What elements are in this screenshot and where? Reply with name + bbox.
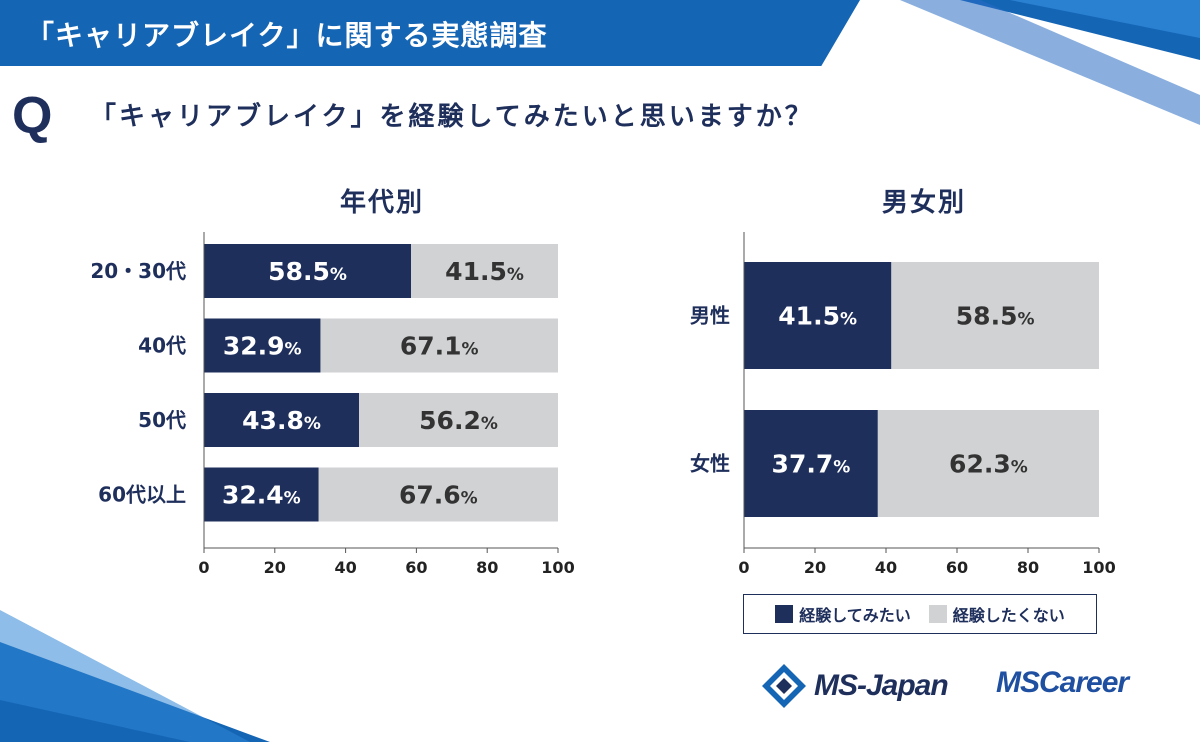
x-tick-label-gender-2: 40 — [875, 558, 897, 577]
x-tick-label-age-5: 100 — [541, 558, 574, 577]
chart-title-age: 年代別 — [339, 188, 425, 218]
x-tick-label-age-3: 60 — [405, 558, 427, 577]
ms-japan-logo-text: MS-Japan — [814, 669, 949, 702]
bar-gender-0-yes — [744, 262, 892, 369]
bar-age-1-no — [320, 318, 558, 373]
legend-item-yes: 経験してみたい — [775, 602, 911, 626]
x-tick-label-gender-4: 80 — [1017, 558, 1039, 577]
header-title: 「キャリアブレイク」に関する実態調査 — [26, 19, 548, 52]
data-label-age-3-yes: 32.4% — [222, 481, 301, 510]
data-label-age-1-no: 67.1% — [400, 332, 479, 361]
data-label-age-0-no: 41.5% — [445, 257, 524, 286]
legend: 経験してみたい 経験したくない — [743, 594, 1097, 634]
x-tick-label-gender-0: 0 — [738, 558, 749, 577]
ms-career-logo: MSCareer — [996, 666, 1129, 699]
category-label-age-0: 20・30代 — [90, 259, 186, 283]
category-label-gender-0: 男性 — [690, 304, 730, 328]
bar-age-1-yes — [204, 318, 321, 373]
data-label-gender-1-no: 62.3% — [949, 450, 1028, 479]
legend-label-yes: 経験してみたい — [799, 606, 911, 625]
data-label-age-2-no: 56.2% — [419, 406, 498, 435]
bar-gender-1-yes — [744, 410, 878, 517]
bar-gender-1-no — [877, 410, 1099, 517]
bar-age-2-no — [359, 393, 558, 447]
legend-swatch-yes — [775, 605, 794, 623]
x-tick-label-age-0: 0 — [198, 558, 209, 577]
data-label-age-0-yes: 58.5% — [268, 257, 347, 286]
legend-swatch-no — [928, 605, 947, 623]
x-tick-label-age-2: 40 — [334, 558, 356, 577]
question-letter: Q — [12, 87, 53, 145]
data-label-age-3-no: 67.6% — [399, 481, 478, 510]
data-label-age-2-yes: 43.8% — [242, 406, 321, 435]
x-tick-label-gender-1: 20 — [804, 558, 826, 577]
x-tick-label-gender-5: 100 — [1082, 558, 1115, 577]
bar-age-0-yes — [204, 244, 412, 298]
data-label-gender-0-no: 58.5% — [956, 302, 1035, 331]
ms-japan-mark-icon — [762, 664, 806, 708]
x-tick-label-gender-3: 60 — [946, 558, 968, 577]
category-label-gender-1: 女性 — [690, 452, 730, 476]
data-label-gender-0-yes: 41.5% — [778, 302, 857, 331]
data-label-age-1-yes: 32.9% — [223, 332, 302, 361]
x-tick-label-age-1: 20 — [264, 558, 286, 577]
bar-gender-0-no — [891, 262, 1099, 369]
bar-age-0-no — [411, 244, 558, 298]
data-label-gender-1-yes: 37.7% — [772, 450, 851, 479]
chart-title-gender: 男女別 — [881, 188, 967, 218]
ms-japan-logo: MS-Japan — [760, 662, 949, 710]
bar-age-3-yes — [204, 467, 319, 522]
category-label-age-3: 60代以上 — [98, 483, 186, 507]
bar-age-3-no — [318, 467, 558, 522]
bar-age-2-yes — [204, 393, 360, 447]
question-text: 「キャリアブレイク」を経験してみたいと思いますか？ — [90, 102, 814, 132]
legend-item-no: 経験したくない — [928, 602, 1065, 626]
x-tick-label-age-4: 80 — [476, 558, 498, 577]
header-band — [0, 0, 860, 66]
category-label-age-2: 50代 — [138, 408, 186, 432]
category-label-age-1: 40代 — [138, 334, 186, 358]
legend-label-no: 経験したくない — [952, 606, 1065, 625]
